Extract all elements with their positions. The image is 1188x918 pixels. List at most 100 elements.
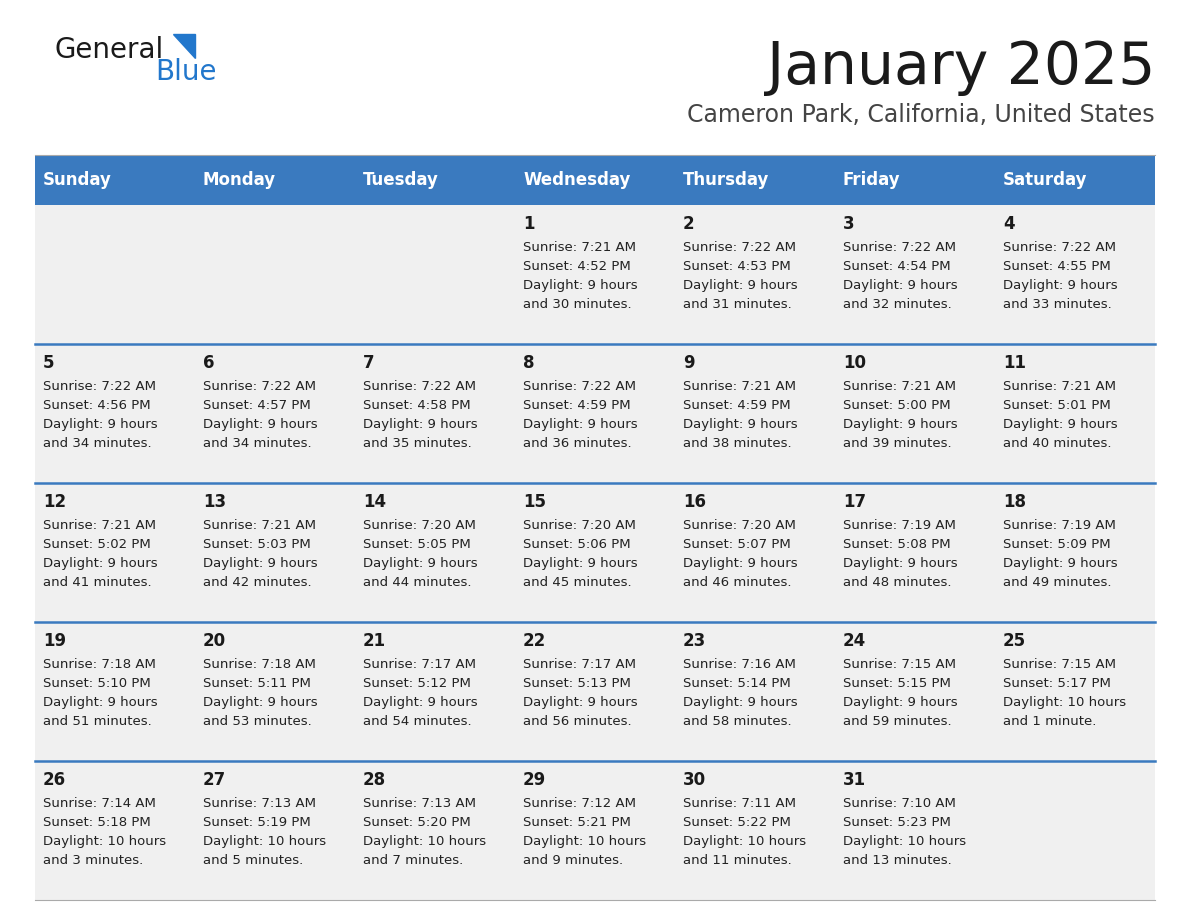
Polygon shape [173, 34, 195, 58]
Text: Sunrise: 7:12 AM: Sunrise: 7:12 AM [523, 797, 636, 810]
Text: Daylight: 10 hours: Daylight: 10 hours [203, 835, 327, 848]
Text: and 51 minutes.: and 51 minutes. [43, 715, 152, 728]
Bar [34, 483, 195, 622]
Text: 19: 19 [43, 632, 67, 650]
Bar [996, 483, 1155, 622]
Bar [34, 344, 195, 483]
Bar [675, 622, 835, 761]
Text: Sunrise: 7:18 AM: Sunrise: 7:18 AM [203, 658, 316, 671]
Text: Sunrise: 7:10 AM: Sunrise: 7:10 AM [843, 797, 956, 810]
Text: 11: 11 [1003, 354, 1026, 372]
Bar [996, 344, 1155, 483]
Bar [195, 155, 355, 205]
Text: Sunset: 5:17 PM: Sunset: 5:17 PM [1003, 677, 1111, 690]
Text: Sunset: 5:01 PM: Sunset: 5:01 PM [1003, 399, 1111, 412]
Text: 1: 1 [523, 215, 535, 233]
Text: Daylight: 9 hours: Daylight: 9 hours [364, 418, 478, 431]
Text: and 38 minutes.: and 38 minutes. [683, 437, 791, 450]
Text: 13: 13 [203, 493, 226, 511]
Bar [996, 205, 1155, 344]
Text: Sunrise: 7:16 AM: Sunrise: 7:16 AM [683, 658, 796, 671]
Text: Daylight: 9 hours: Daylight: 9 hours [1003, 557, 1118, 570]
Text: Sunrise: 7:19 AM: Sunrise: 7:19 AM [843, 519, 956, 532]
Text: Sunset: 5:14 PM: Sunset: 5:14 PM [683, 677, 791, 690]
Bar [355, 205, 516, 344]
Text: Sunset: 5:21 PM: Sunset: 5:21 PM [523, 816, 631, 829]
Text: Sunrise: 7:21 AM: Sunrise: 7:21 AM [683, 380, 796, 393]
Text: Sunrise: 7:22 AM: Sunrise: 7:22 AM [843, 241, 956, 254]
Text: Cameron Park, California, United States: Cameron Park, California, United States [688, 103, 1155, 127]
Text: and 35 minutes.: and 35 minutes. [364, 437, 472, 450]
Text: Sunday: Sunday [43, 171, 112, 189]
Text: 21: 21 [364, 632, 386, 650]
Bar [675, 205, 835, 344]
Text: Sunset: 5:12 PM: Sunset: 5:12 PM [364, 677, 470, 690]
Bar [355, 483, 516, 622]
Text: Daylight: 9 hours: Daylight: 9 hours [843, 279, 958, 292]
Text: 8: 8 [523, 354, 535, 372]
Text: Sunset: 5:18 PM: Sunset: 5:18 PM [43, 816, 151, 829]
Text: 9: 9 [683, 354, 695, 372]
Bar [355, 622, 516, 761]
Text: Sunrise: 7:20 AM: Sunrise: 7:20 AM [523, 519, 636, 532]
Text: and 45 minutes.: and 45 minutes. [523, 576, 632, 589]
Text: Sunrise: 7:17 AM: Sunrise: 7:17 AM [364, 658, 476, 671]
Text: 2: 2 [683, 215, 695, 233]
Text: Sunset: 5:02 PM: Sunset: 5:02 PM [43, 538, 151, 551]
Text: and 1 minute.: and 1 minute. [1003, 715, 1097, 728]
Text: 27: 27 [203, 771, 226, 789]
Text: Sunset: 4:59 PM: Sunset: 4:59 PM [523, 399, 631, 412]
Text: Sunrise: 7:22 AM: Sunrise: 7:22 AM [523, 380, 636, 393]
Text: Sunset: 5:06 PM: Sunset: 5:06 PM [523, 538, 631, 551]
Text: and 56 minutes.: and 56 minutes. [523, 715, 632, 728]
Text: Sunset: 4:56 PM: Sunset: 4:56 PM [43, 399, 151, 412]
Text: Daylight: 10 hours: Daylight: 10 hours [43, 835, 166, 848]
Text: and 46 minutes.: and 46 minutes. [683, 576, 791, 589]
Bar [195, 622, 355, 761]
Bar [675, 483, 835, 622]
Text: Sunset: 5:11 PM: Sunset: 5:11 PM [203, 677, 311, 690]
Bar [355, 761, 516, 900]
Bar [675, 344, 835, 483]
Text: Sunrise: 7:20 AM: Sunrise: 7:20 AM [364, 519, 476, 532]
Bar [355, 155, 516, 205]
Bar [835, 761, 996, 900]
Text: Thursday: Thursday [683, 171, 770, 189]
Text: 17: 17 [843, 493, 866, 511]
Text: and 34 minutes.: and 34 minutes. [43, 437, 152, 450]
Text: Daylight: 9 hours: Daylight: 9 hours [1003, 279, 1118, 292]
Bar [996, 761, 1155, 900]
Text: 22: 22 [523, 632, 546, 650]
Text: and 41 minutes.: and 41 minutes. [43, 576, 152, 589]
Text: 23: 23 [683, 632, 706, 650]
Text: Daylight: 9 hours: Daylight: 9 hours [683, 279, 797, 292]
Text: and 42 minutes.: and 42 minutes. [203, 576, 311, 589]
Text: Daylight: 9 hours: Daylight: 9 hours [683, 696, 797, 709]
Text: 10: 10 [843, 354, 866, 372]
Text: Sunrise: 7:13 AM: Sunrise: 7:13 AM [203, 797, 316, 810]
Bar [195, 344, 355, 483]
Text: and 13 minutes.: and 13 minutes. [843, 854, 952, 867]
Bar [195, 483, 355, 622]
Bar [195, 761, 355, 900]
Text: Sunrise: 7:21 AM: Sunrise: 7:21 AM [523, 241, 636, 254]
Text: Sunrise: 7:21 AM: Sunrise: 7:21 AM [203, 519, 316, 532]
Text: 29: 29 [523, 771, 546, 789]
Text: General: General [55, 36, 164, 64]
Text: Sunset: 5:08 PM: Sunset: 5:08 PM [843, 538, 950, 551]
Bar [516, 344, 675, 483]
Text: and 32 minutes.: and 32 minutes. [843, 298, 952, 311]
Bar [675, 761, 835, 900]
Text: Sunset: 5:09 PM: Sunset: 5:09 PM [1003, 538, 1111, 551]
Text: Daylight: 9 hours: Daylight: 9 hours [843, 418, 958, 431]
Text: 6: 6 [203, 354, 215, 372]
Text: 28: 28 [364, 771, 386, 789]
Text: 15: 15 [523, 493, 546, 511]
Text: Sunrise: 7:11 AM: Sunrise: 7:11 AM [683, 797, 796, 810]
Bar [34, 205, 195, 344]
Text: Sunrise: 7:19 AM: Sunrise: 7:19 AM [1003, 519, 1116, 532]
Text: Sunset: 4:57 PM: Sunset: 4:57 PM [203, 399, 311, 412]
Text: and 5 minutes.: and 5 minutes. [203, 854, 303, 867]
Text: Sunrise: 7:13 AM: Sunrise: 7:13 AM [364, 797, 476, 810]
Text: Sunset: 5:20 PM: Sunset: 5:20 PM [364, 816, 470, 829]
